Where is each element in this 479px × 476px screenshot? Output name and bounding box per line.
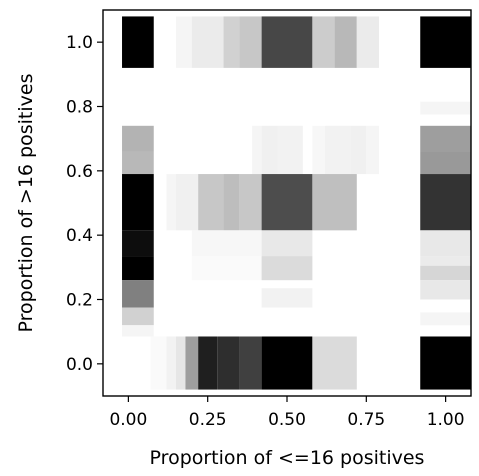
heatmap-cell <box>122 16 154 68</box>
heatmap-cell <box>420 280 471 300</box>
heatmap-cell <box>198 336 218 390</box>
heatmap-cell <box>175 336 186 390</box>
heatmap-cell <box>261 336 313 390</box>
heatmap-cell <box>239 16 262 68</box>
x-axis-label: Proportion of <=16 positives <box>150 447 425 469</box>
x-tick-label: 0.75 <box>347 410 385 430</box>
y-tick-label: 0.6 <box>66 162 93 182</box>
heatmap-cell <box>122 125 154 152</box>
y-tick-label: 0.0 <box>66 355 93 375</box>
heatmap-cell <box>312 16 335 68</box>
heatmap-cell <box>150 336 167 390</box>
heatmap-cell <box>175 16 192 68</box>
heatmap-cell <box>277 125 303 175</box>
y-tick-label: 0.4 <box>66 226 93 246</box>
heatmap-cell <box>122 174 154 231</box>
heatmap-cell <box>122 307 154 326</box>
heatmap-cell <box>175 174 199 231</box>
heatmap-cell <box>223 16 240 68</box>
heatmap-cell <box>239 336 262 390</box>
heatmap-cell <box>356 16 379 68</box>
y-tick-label: 0.2 <box>66 291 93 311</box>
heatmap-cell <box>420 101 471 115</box>
heatmap-cell <box>261 16 313 68</box>
heatmap-cell <box>252 125 262 175</box>
heatmap-cells <box>122 16 471 390</box>
heatmap-cell <box>223 174 240 231</box>
heatmap-cell <box>312 336 357 390</box>
y-axis: 0.0 0.2 0.4 0.6 0.8 1.0 <box>66 33 103 375</box>
heatmap-cell <box>420 312 471 326</box>
y-tick-label: 1.0 <box>66 33 93 53</box>
heatmap-cell <box>420 174 471 231</box>
heatmap-cell <box>420 265 471 281</box>
y-axis-label: Proportion of >16 positives <box>15 74 37 333</box>
heatmap-cell <box>261 125 278 175</box>
heatmap-cell <box>420 16 471 68</box>
heatmap-cell <box>261 230 313 257</box>
heatmap-cell <box>420 151 471 175</box>
heatmap-cell <box>261 174 313 231</box>
heatmap-cell <box>239 174 262 231</box>
heatmap-cell <box>217 336 240 390</box>
heatmap-cell <box>350 125 367 175</box>
heatmap-cell <box>191 256 262 281</box>
heatmap-cell <box>312 125 326 175</box>
x-tick-label: 0.50 <box>268 410 306 430</box>
heatmap-cell <box>420 256 471 266</box>
heatmap-cell <box>122 256 154 281</box>
heatmap-cell <box>366 125 379 175</box>
heatmap-cell <box>261 288 313 308</box>
heatmap-cell <box>198 174 224 231</box>
heatmap-cell <box>122 280 154 308</box>
x-axis: 0.00 0.25 0.50 0.75 1.00 <box>109 396 465 430</box>
heatmap-cell <box>122 151 154 175</box>
heatmap-cell <box>191 230 262 257</box>
heatmap-cell <box>420 125 471 152</box>
heatmap-cell <box>166 336 176 390</box>
heatmap-cell <box>122 230 154 257</box>
heatmap-cell <box>312 174 357 231</box>
x-tick-label: 1.00 <box>427 410 465 430</box>
heatmap-cell <box>185 336 199 390</box>
heatmap-cell <box>261 256 313 281</box>
y-tick-label: 0.8 <box>66 98 93 118</box>
x-tick-label: 0.00 <box>109 410 147 430</box>
heatmap-cell <box>420 230 471 257</box>
heatmap-cell <box>191 16 224 68</box>
x-tick-label: 0.25 <box>189 410 227 430</box>
heatmap-cell <box>166 174 176 231</box>
heatmap-cell <box>122 325 154 337</box>
heatmap-cell <box>420 336 471 390</box>
heatmap-cell <box>325 125 351 175</box>
heatmap-cell <box>334 16 357 68</box>
